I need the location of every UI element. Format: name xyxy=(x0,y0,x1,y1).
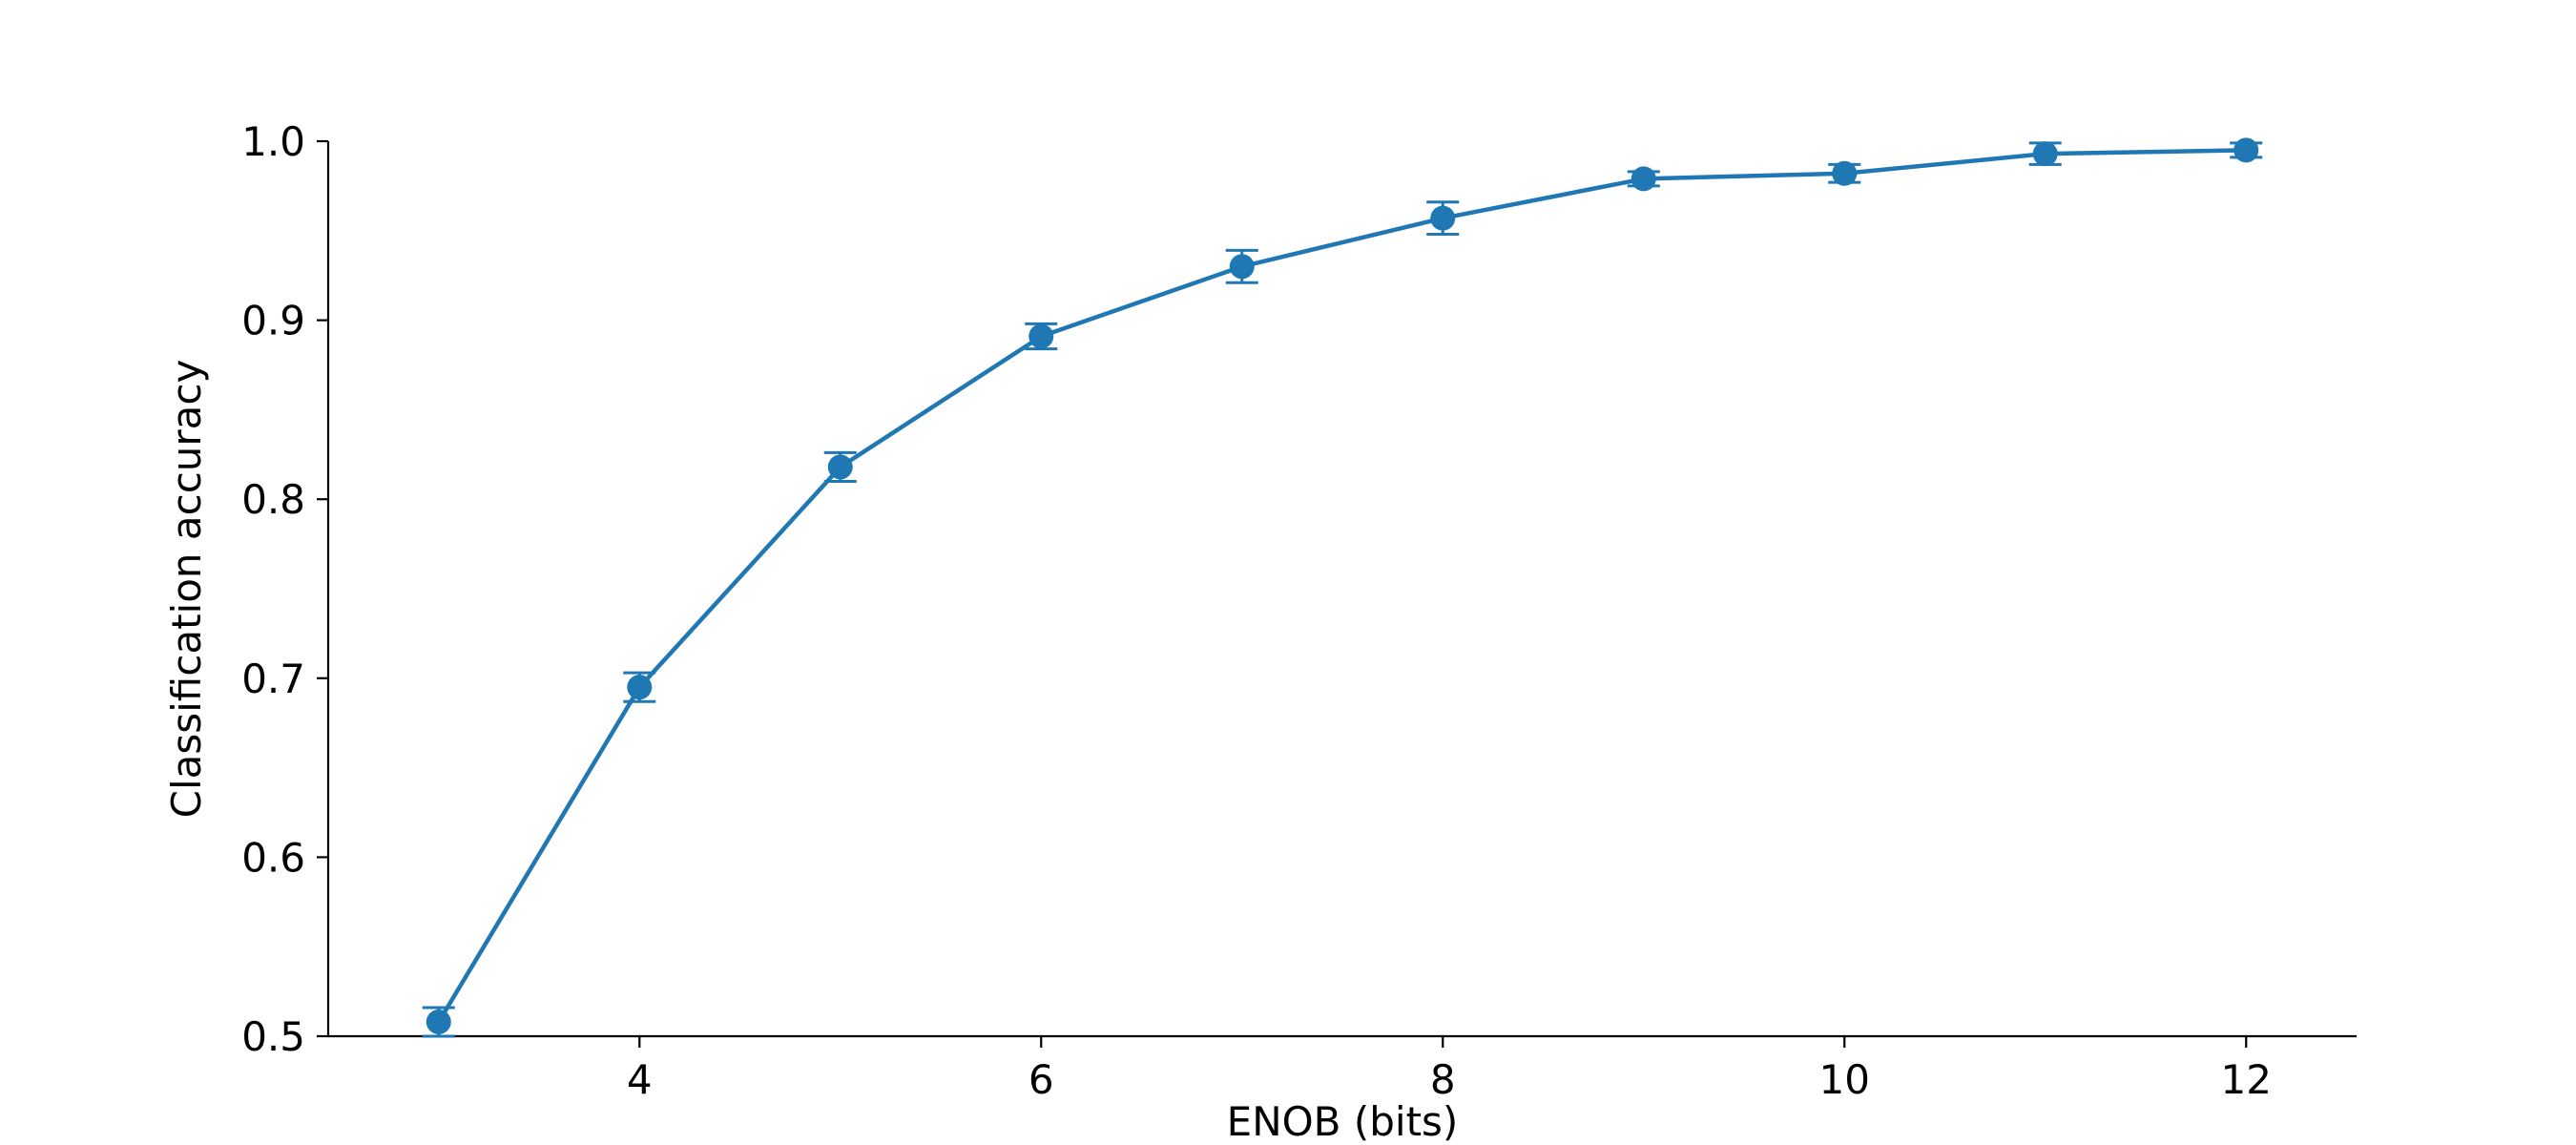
data-point xyxy=(1028,323,1054,349)
y-tick-label: 0.6 xyxy=(241,834,305,881)
series-line xyxy=(436,148,2247,1024)
x-tick-label: 6 xyxy=(1028,1056,1054,1103)
data-point xyxy=(2032,141,2058,167)
data-point xyxy=(426,1009,451,1034)
data-point xyxy=(1832,160,1858,186)
series-layer xyxy=(422,137,2263,1038)
y-tick-label: 0.7 xyxy=(241,656,305,702)
axes xyxy=(326,141,2357,1038)
data-point xyxy=(1229,254,1255,280)
x-tick-label: 8 xyxy=(1430,1056,1456,1103)
data-point xyxy=(627,675,653,700)
y-axis-title: Classification accuracy xyxy=(163,360,210,819)
x-tick-label: 10 xyxy=(1819,1056,1870,1103)
y-tick-label: 1.0 xyxy=(241,118,305,165)
x-axis-title: ENOB (bits) xyxy=(1227,1098,1459,1145)
x-ticks: 4 6 8 10 12 xyxy=(627,1036,2272,1103)
x-tick-label: 12 xyxy=(2221,1056,2272,1103)
y-ticks: 0.5 0.6 0.7 0.8 0.9 1.0 xyxy=(241,118,328,1060)
data-point xyxy=(1631,166,1656,192)
y-tick-label: 0.9 xyxy=(241,298,305,344)
data-point xyxy=(827,454,853,480)
data-point xyxy=(1430,205,1456,231)
data-point xyxy=(2233,137,2259,163)
x-tick-label: 4 xyxy=(627,1056,653,1103)
y-tick-label: 0.5 xyxy=(241,1013,305,1060)
y-tick-label: 0.8 xyxy=(241,476,305,523)
